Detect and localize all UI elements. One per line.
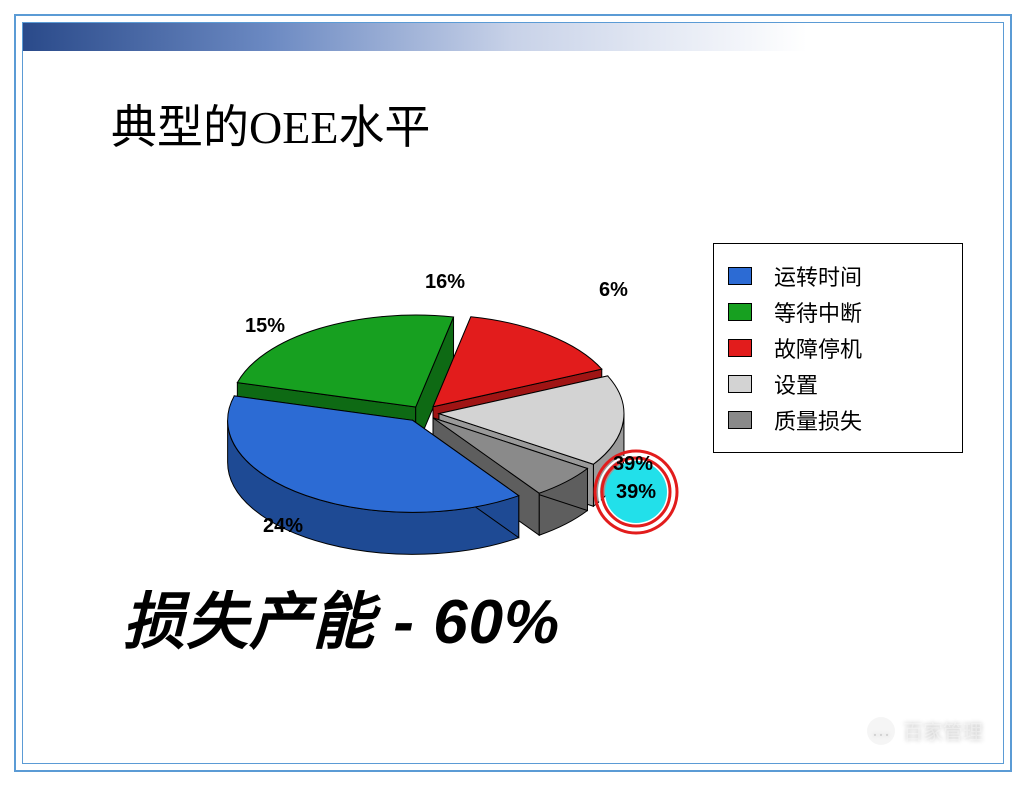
watermark-text: 百家管理 [903, 716, 983, 745]
pie-chart-3d [103, 213, 623, 533]
top-gradient-bar [23, 23, 1003, 51]
legend-label: 故障停机 [774, 332, 862, 364]
slide-title: 典型的OEE水平 [111, 91, 430, 157]
legend-item: 设置 [728, 368, 948, 400]
legend-label: 等待中断 [774, 296, 862, 328]
legend-swatch [728, 339, 752, 357]
legend-label: 设置 [774, 368, 818, 400]
legend-item: 等待中断 [728, 296, 948, 328]
legend-item: 故障停机 [728, 332, 948, 364]
pie-slice-label: 24% [263, 515, 303, 538]
headline-text: 损失产能 - 60% [123, 571, 560, 661]
inner-frame: 典型的OEE水平 运转时间等待中断故障停机设置质量损失 39% 损失产能 - 6… [22, 22, 1004, 764]
watermark-icon: … [867, 717, 895, 745]
pie-slice-label: 15% [245, 315, 285, 338]
legend-swatch [728, 411, 752, 429]
pie-slice-label: 16% [425, 271, 465, 294]
legend-item: 运转时间 [728, 260, 948, 292]
legend-box: 运转时间等待中断故障停机设置质量损失 [713, 243, 963, 453]
legend-swatch [728, 267, 752, 285]
legend-label: 质量损失 [774, 404, 862, 436]
watermark: … 百家管理 [867, 716, 983, 745]
pie-slice-label: 39% [613, 453, 653, 476]
legend-item: 质量损失 [728, 404, 948, 436]
legend-swatch [728, 375, 752, 393]
legend-swatch [728, 303, 752, 321]
outer-frame: 典型的OEE水平 运转时间等待中断故障停机设置质量损失 39% 损失产能 - 6… [14, 14, 1012, 772]
legend-label: 运转时间 [774, 260, 862, 292]
pie-slice-label: 6% [599, 279, 628, 302]
